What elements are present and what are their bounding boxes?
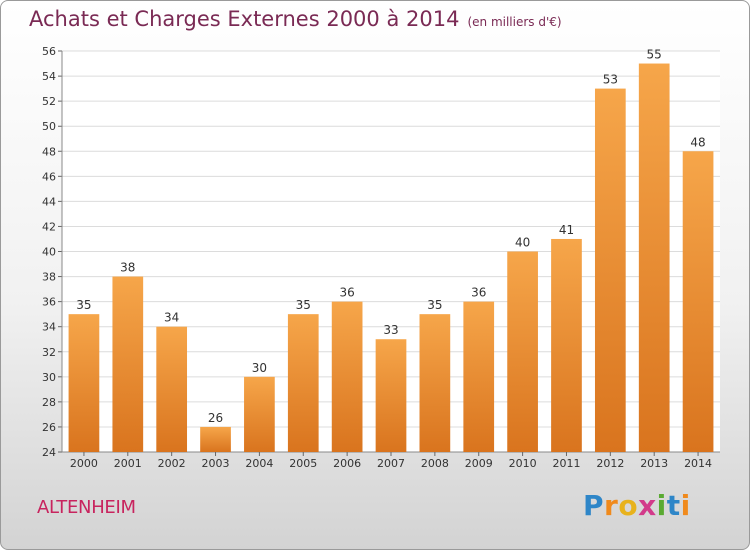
y-tick-label: 52: [42, 95, 56, 108]
x-tick-label: 2014: [684, 457, 712, 470]
chart-title-text: Achats et Charges Externes 2000 à 2014: [29, 7, 460, 31]
commune-name: ALTENHEIM: [37, 497, 136, 518]
data-label: 35: [296, 298, 311, 312]
bar: [331, 301, 363, 452]
y-tick-label: 28: [42, 396, 56, 409]
x-tick-label: 2008: [421, 457, 449, 470]
x-tick-label: 2002: [158, 457, 186, 470]
y-tick-label: 42: [42, 220, 56, 233]
y-tick-label: 36: [42, 296, 56, 309]
x-tick-label: 2000: [70, 457, 98, 470]
data-label: 35: [427, 298, 442, 312]
y-tick-label: 54: [42, 70, 56, 83]
data-label: 36: [471, 286, 486, 300]
x-tick-label: 2003: [202, 457, 230, 470]
data-label: 34: [164, 311, 179, 325]
x-tick-label: 2010: [509, 457, 537, 470]
data-label: 53: [603, 73, 618, 87]
chart-title: Achats et Charges Externes 2000 à 2014 (e…: [29, 7, 562, 31]
y-tick-label: 56: [42, 45, 56, 58]
chart-unit: (en milliers d'€): [467, 15, 562, 29]
x-tick-label: 2006: [333, 457, 361, 470]
data-label: 40: [515, 236, 530, 250]
x-tick-label: 2011: [552, 457, 580, 470]
data-label: 36: [339, 286, 354, 300]
x-tick-label: 2007: [377, 457, 405, 470]
y-tick-label: 46: [42, 170, 56, 183]
x-tick-label: 2001: [114, 457, 142, 470]
y-tick-label: 48: [42, 145, 56, 158]
data-label: 35: [76, 298, 91, 312]
data-label: 41: [559, 223, 574, 237]
y-tick-label: 38: [42, 271, 56, 284]
bar: [507, 251, 538, 452]
y-tick-label: 44: [42, 195, 56, 208]
x-tick-label: 2013: [640, 457, 668, 470]
bar: [419, 314, 451, 452]
data-label: 30: [252, 361, 267, 375]
bar: [682, 151, 714, 452]
bar: [68, 314, 100, 452]
data-label: 48: [690, 135, 705, 149]
proxiti-logo: Proxiti: [583, 489, 691, 522]
y-tick-label: 26: [42, 421, 56, 434]
x-tick-label: 2009: [465, 457, 493, 470]
x-tick-label: 2004: [245, 457, 273, 470]
data-label: 55: [647, 48, 662, 62]
bar: [244, 376, 275, 452]
y-tick-label: 50: [42, 120, 56, 133]
bar: [112, 276, 144, 452]
y-tick-label: 32: [42, 346, 56, 359]
x-tick-label: 2012: [596, 457, 624, 470]
x-tick-label: 2005: [289, 457, 317, 470]
data-label: 38: [120, 261, 135, 275]
bar: [551, 238, 582, 452]
data-label: 33: [383, 323, 398, 337]
y-tick-label: 30: [42, 371, 56, 384]
data-label: 26: [208, 411, 223, 425]
bar: [287, 314, 319, 452]
bar: [200, 426, 231, 452]
y-tick-label: 24: [42, 446, 56, 459]
bar: [375, 339, 407, 452]
y-tick-label: 34: [42, 321, 56, 334]
y-tick-label: 40: [42, 246, 56, 259]
bar: [594, 88, 626, 452]
bar: [156, 326, 188, 452]
bar: [638, 63, 670, 452]
bar: [463, 301, 495, 452]
